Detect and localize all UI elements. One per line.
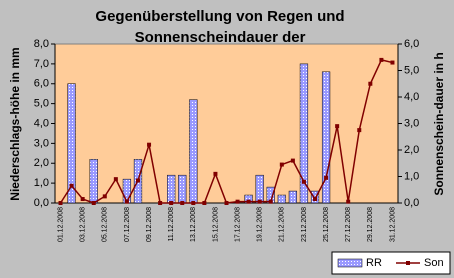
marker: [169, 201, 174, 205]
marker: [313, 197, 318, 202]
x-tick-label: 15.12.2008: [212, 207, 219, 242]
marker: [290, 158, 295, 163]
bar: [189, 99, 198, 204]
marker: [357, 128, 362, 133]
marker: [135, 178, 140, 183]
marker: [80, 197, 85, 202]
bar: [89, 159, 98, 204]
y-tick-label: 8,0: [34, 38, 49, 50]
x-tick-label: 13.12.2008: [190, 207, 197, 242]
marker: [158, 201, 163, 205]
x-tick-label: 21.12.2008: [279, 207, 286, 242]
marker: [346, 199, 351, 204]
bar: [299, 63, 309, 204]
x-tick-label: 27.12.2008: [345, 207, 352, 242]
y2-tick-label: 4,0: [404, 91, 419, 103]
x-tick-label: 17.12.2008: [234, 207, 241, 242]
x-tick-label: 25.12.2008: [323, 207, 330, 242]
bar: [167, 174, 176, 204]
bar: [67, 83, 76, 204]
x-tick-label: 23.12.2008: [301, 207, 308, 242]
marker: [368, 81, 373, 86]
y-tick-label: 1,0: [34, 177, 49, 189]
y-tick-label: 0,0: [34, 197, 49, 209]
marker: [147, 142, 152, 147]
x-tick-label: 03.12.2008: [80, 207, 87, 242]
x-tick-label: 01.12.2008: [57, 207, 64, 242]
marker: [113, 177, 118, 182]
marker: [69, 183, 74, 188]
bar: [277, 194, 286, 204]
x-tick-label: 31.12.2008: [389, 207, 396, 242]
marker: [279, 162, 284, 167]
marker: [224, 201, 229, 205]
marker: [324, 175, 329, 180]
chart-title: Sonnenscheindauer der: [135, 29, 306, 46]
legend-swatch: [337, 258, 363, 268]
y-axis-title: Niederschlags-höhe in mm: [8, 47, 22, 200]
y-tick-label: 6,0: [34, 78, 49, 90]
x-tick-label: 07.12.2008: [124, 207, 131, 242]
marker: [202, 201, 207, 205]
x-tick-label: 19.12.2008: [257, 207, 264, 242]
bar: [178, 174, 187, 204]
marker: [246, 199, 251, 204]
bar: [255, 174, 264, 204]
marker: [390, 60, 395, 65]
x-tick-label: 11.12.2008: [168, 207, 175, 242]
y-tick-label: 5,0: [34, 98, 49, 110]
bar: [122, 178, 132, 204]
legend-swatch: [406, 261, 410, 265]
x-tick-label: 09.12.2008: [146, 207, 153, 242]
x-tick-label: 29.12.2008: [367, 207, 374, 242]
marker: [301, 179, 306, 184]
marker: [102, 194, 107, 199]
y-tick-label: 3,0: [34, 137, 49, 149]
legend: [331, 251, 451, 275]
legend-label: Son: [424, 257, 444, 269]
y-tick-label: 4,0: [34, 117, 49, 129]
marker: [213, 171, 218, 176]
marker: [257, 199, 262, 204]
y2-tick-label: 2,0: [404, 144, 419, 156]
y2-tick-label: 5,0: [404, 64, 419, 76]
marker: [268, 199, 273, 204]
y2-tick-label: 6,0: [404, 38, 419, 50]
marker: [124, 199, 129, 204]
x-tick-label: 05.12.2008: [102, 207, 109, 242]
y2-tick-label: 0,0: [404, 197, 419, 209]
chart-title: Gegenüberstellung von Regen und: [95, 8, 344, 25]
marker: [91, 201, 96, 205]
plot-area: [54, 43, 399, 204]
y-tick-label: 2,0: [34, 157, 49, 169]
legend-label: RR: [366, 257, 382, 269]
marker: [191, 201, 196, 205]
y2-tick-label: 3,0: [404, 117, 419, 129]
marker: [379, 57, 384, 62]
bar: [321, 71, 331, 204]
marker: [235, 199, 240, 204]
bar: [288, 190, 298, 204]
y2-axis-title: Sonnenschein-dauer in h: [432, 52, 446, 195]
y2-tick-label: 1,0: [404, 170, 419, 182]
marker: [180, 201, 185, 205]
marker: [335, 124, 340, 129]
y-tick-label: 7,0: [34, 58, 49, 70]
marker: [58, 201, 63, 205]
